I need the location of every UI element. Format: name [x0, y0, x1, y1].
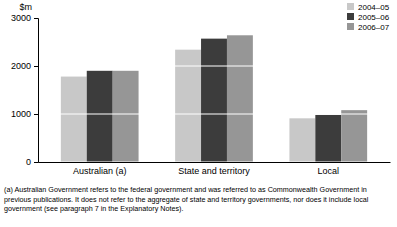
- footnote-line: (a) Australian Government refers to the …: [4, 185, 367, 194]
- axis-line: [34, 19, 39, 163]
- tick-label: Local: [318, 166, 340, 176]
- legend-swatch: [347, 13, 354, 20]
- bar: [61, 77, 87, 162]
- legend-swatch: [347, 23, 354, 30]
- tick: 3000: [11, 13, 38, 23]
- legend-label: 2006–07: [358, 23, 390, 32]
- tick-mark: [34, 162, 38, 163]
- tick: Local: [318, 162, 340, 176]
- tick-label: Australian (a): [73, 166, 127, 176]
- legend-label: 2004–05: [358, 3, 390, 12]
- bar: [175, 50, 201, 162]
- axis-title: $m: [19, 2, 32, 12]
- tick: State and territory: [178, 162, 250, 176]
- legend-swatch: [347, 3, 354, 10]
- plot: 0 1000 2000 3000 Australian (a) State and ter…: [11, 13, 391, 176]
- chart: 0 1000 2000 3000 Australian (a) State and ter…: [0, 0, 397, 227]
- bar: [341, 110, 367, 162]
- footnote-line: government (see paragraph 7 in the Expla…: [4, 204, 183, 213]
- tick: 1000: [11, 109, 38, 119]
- grid: [38, 18, 390, 162]
- grid-line: [38, 162, 390, 163]
- legend: 2004–052005–062006–07: [347, 3, 390, 32]
- legend-label: 2005–06: [358, 13, 390, 22]
- grid-line: [38, 18, 390, 19]
- tick-mark: [34, 18, 38, 19]
- bar: [201, 39, 227, 162]
- bar: [289, 118, 315, 162]
- bar: [315, 115, 341, 162]
- tick-label: 1000: [11, 109, 31, 119]
- bar: [113, 71, 139, 162]
- tick-label: 2000: [11, 61, 31, 71]
- tick: Australian (a): [73, 162, 127, 176]
- grid-line: [38, 114, 390, 115]
- x-axis: Australian (a) State and territory Local: [39, 162, 391, 176]
- footnote: (a) Australian Government refers to the …: [4, 185, 369, 213]
- bar: [227, 35, 253, 162]
- grid-line: [38, 66, 390, 67]
- tick-label: State and territory: [178, 166, 250, 176]
- bars: [61, 35, 367, 162]
- footnote-line: previous publications. It does not refer…: [4, 195, 369, 204]
- tick-mark: [34, 66, 38, 67]
- bar: [87, 71, 113, 162]
- tick-label: 0: [26, 157, 31, 167]
- tick: 0: [26, 157, 38, 167]
- axis-line: [39, 162, 391, 163]
- y-axis: 0 1000 2000 3000: [11, 13, 39, 167]
- tick-label: 3000: [11, 13, 31, 23]
- tick-mark: [34, 114, 38, 115]
- tick: 2000: [11, 61, 38, 71]
